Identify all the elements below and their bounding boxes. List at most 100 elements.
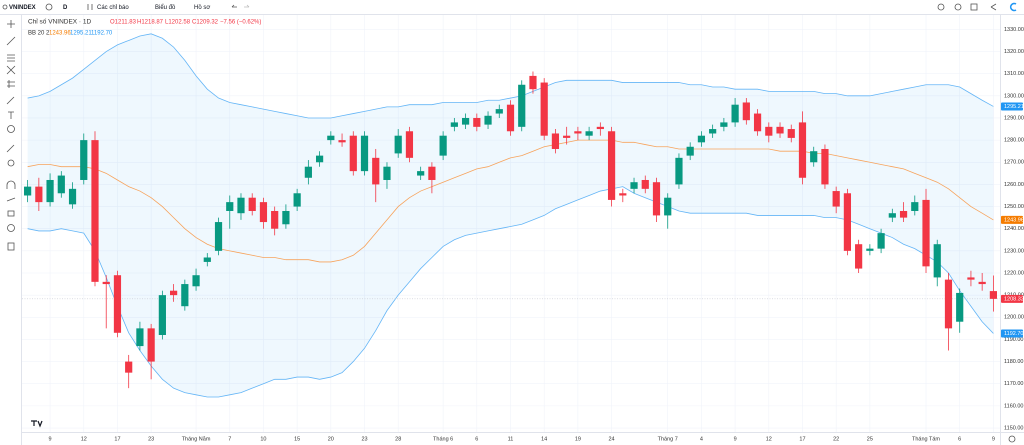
candle-body: [720, 122, 728, 127]
undo-icon[interactable]: [231, 4, 237, 8]
measure-tool[interactable]: [7, 80, 15, 88]
ohlc-open: O1211.83: [110, 20, 137, 26]
pattern-tool[interactable]: [6, 65, 16, 75]
y-tick-label: 1150.00: [1004, 425, 1023, 431]
line-tool[interactable]: [6, 36, 16, 46]
candle-body: [473, 117, 481, 127]
lock-tool[interactable]: [7, 210, 15, 217]
candle-body: [810, 151, 818, 163]
symbol[interactable]: VNINDEX: [9, 5, 36, 11]
candle-body: [787, 129, 795, 138]
zoom-tool[interactable]: [7, 159, 15, 167]
brush-tool[interactable]: [6, 96, 15, 105]
candle-body: [68, 188, 77, 205]
trash-tool[interactable]: [7, 242, 15, 251]
candle-body: [518, 84, 526, 127]
crosshair-tool[interactable]: [7, 20, 15, 28]
ohlc-high: H1218.87: [137, 20, 164, 26]
y-tick-label: 1200.00: [1004, 315, 1024, 321]
candle-body: [843, 193, 852, 251]
candle-body: [888, 213, 896, 218]
y-tick-label: 1290.00: [1004, 115, 1024, 121]
x-tick-label: 19: [575, 436, 581, 442]
x-tick-label: 23: [148, 436, 154, 442]
x-tick-label: Tháng Tám: [912, 436, 940, 442]
indicator-name: BB 20 2: [28, 31, 50, 37]
candle-body: [181, 284, 189, 307]
interval[interactable]: D: [63, 5, 68, 11]
candle-body: [35, 186, 43, 203]
candle-body: [170, 290, 178, 296]
candle-body: [866, 248, 874, 251]
y-tick-label: 1280.00: [1004, 138, 1024, 144]
y-tick-label: 1250.00: [1004, 204, 1024, 210]
x-tick-label: 24: [609, 436, 615, 442]
x-tick-label: 17: [799, 436, 805, 442]
draw-mode[interactable]: [6, 197, 16, 202]
visibility-tool[interactable]: [7, 224, 15, 232]
ohlc-low: L1202.58: [165, 20, 191, 26]
candle-body: [899, 210, 908, 218]
y-tick-label: 1190.00: [1004, 337, 1023, 343]
axis-settings[interactable]: [1008, 435, 1016, 443]
y-tick-label: 1240.00: [1004, 226, 1024, 232]
x-tick-label: 22: [833, 436, 839, 442]
x-tick-label: 9: [734, 436, 737, 442]
text-tool[interactable]: [8, 111, 14, 119]
candle-body: [192, 275, 200, 287]
x-tick-label: 28: [395, 436, 401, 442]
x-tick-label: 12: [81, 436, 87, 442]
chart-title: Chỉ số VNINDEX · 1D: [28, 17, 92, 26]
candle-body: [203, 257, 211, 262]
x-tick-label: Tháng 6: [433, 436, 453, 442]
candle-body: [619, 193, 627, 196]
candle-body: [956, 292, 964, 322]
x-tick-label: 10: [260, 436, 266, 442]
candle-body: [282, 210, 290, 225]
candle-body: [922, 199, 930, 267]
price-label-box: [1001, 215, 1023, 224]
candle-body: [405, 131, 414, 158]
search-icon[interactable]: [937, 3, 945, 11]
toolbar-item[interactable]: Các chỉ báo: [97, 4, 129, 11]
share-icon[interactable]: [990, 3, 997, 11]
x-tick-label: 9: [49, 436, 52, 442]
ruler-tool[interactable]: [6, 144, 15, 153]
fib-tool[interactable]: [7, 54, 15, 62]
plot: [22, 15, 1000, 432]
candle-body: [585, 131, 593, 136]
ohlc-close: C1209.32: [192, 20, 219, 26]
top-toolbar: VNINDEX D Các chỉ báo Biểu đồ Hồ sơ: [0, 2, 1024, 15]
x-tick-label: 15: [294, 436, 300, 442]
indicator-icon[interactable]: [87, 4, 93, 10]
candle-body: [607, 131, 616, 200]
y-tick-label: 1320.00: [1004, 49, 1024, 55]
candle-body: [967, 277, 975, 280]
candle-body: [798, 122, 807, 178]
price-label-box: [1001, 329, 1023, 338]
candle-body: [742, 102, 750, 121]
candle-body: [709, 129, 717, 134]
search-icon[interactable]: [2, 4, 8, 10]
fullscreen-icon[interactable]: [970, 3, 978, 11]
candle-body: [697, 135, 706, 143]
magnet-tool[interactable]: [6, 180, 16, 189]
candle-body: [372, 157, 380, 185]
candle-body: [978, 281, 986, 285]
candle-body: [944, 279, 953, 329]
candle-body: [46, 179, 54, 203]
emoji-tool[interactable]: [7, 125, 15, 133]
candle-body: [91, 140, 99, 282]
y-tick-label: 1310.00: [1004, 71, 1024, 77]
candle-body: [417, 171, 425, 176]
toolbar-item[interactable]: Biểu đồ: [155, 4, 176, 11]
candle-body: [304, 166, 312, 178]
add-icon[interactable]: [45, 3, 53, 11]
y-tick-label: 1180.00: [1004, 359, 1023, 365]
candle-body: [933, 244, 941, 278]
settings-icon[interactable]: [954, 3, 962, 11]
toolbar-item[interactable]: Hồ sơ: [194, 5, 210, 11]
redo-icon[interactable]: [244, 4, 250, 8]
price-label-box: [1001, 294, 1023, 303]
candle-body: [765, 126, 773, 136]
